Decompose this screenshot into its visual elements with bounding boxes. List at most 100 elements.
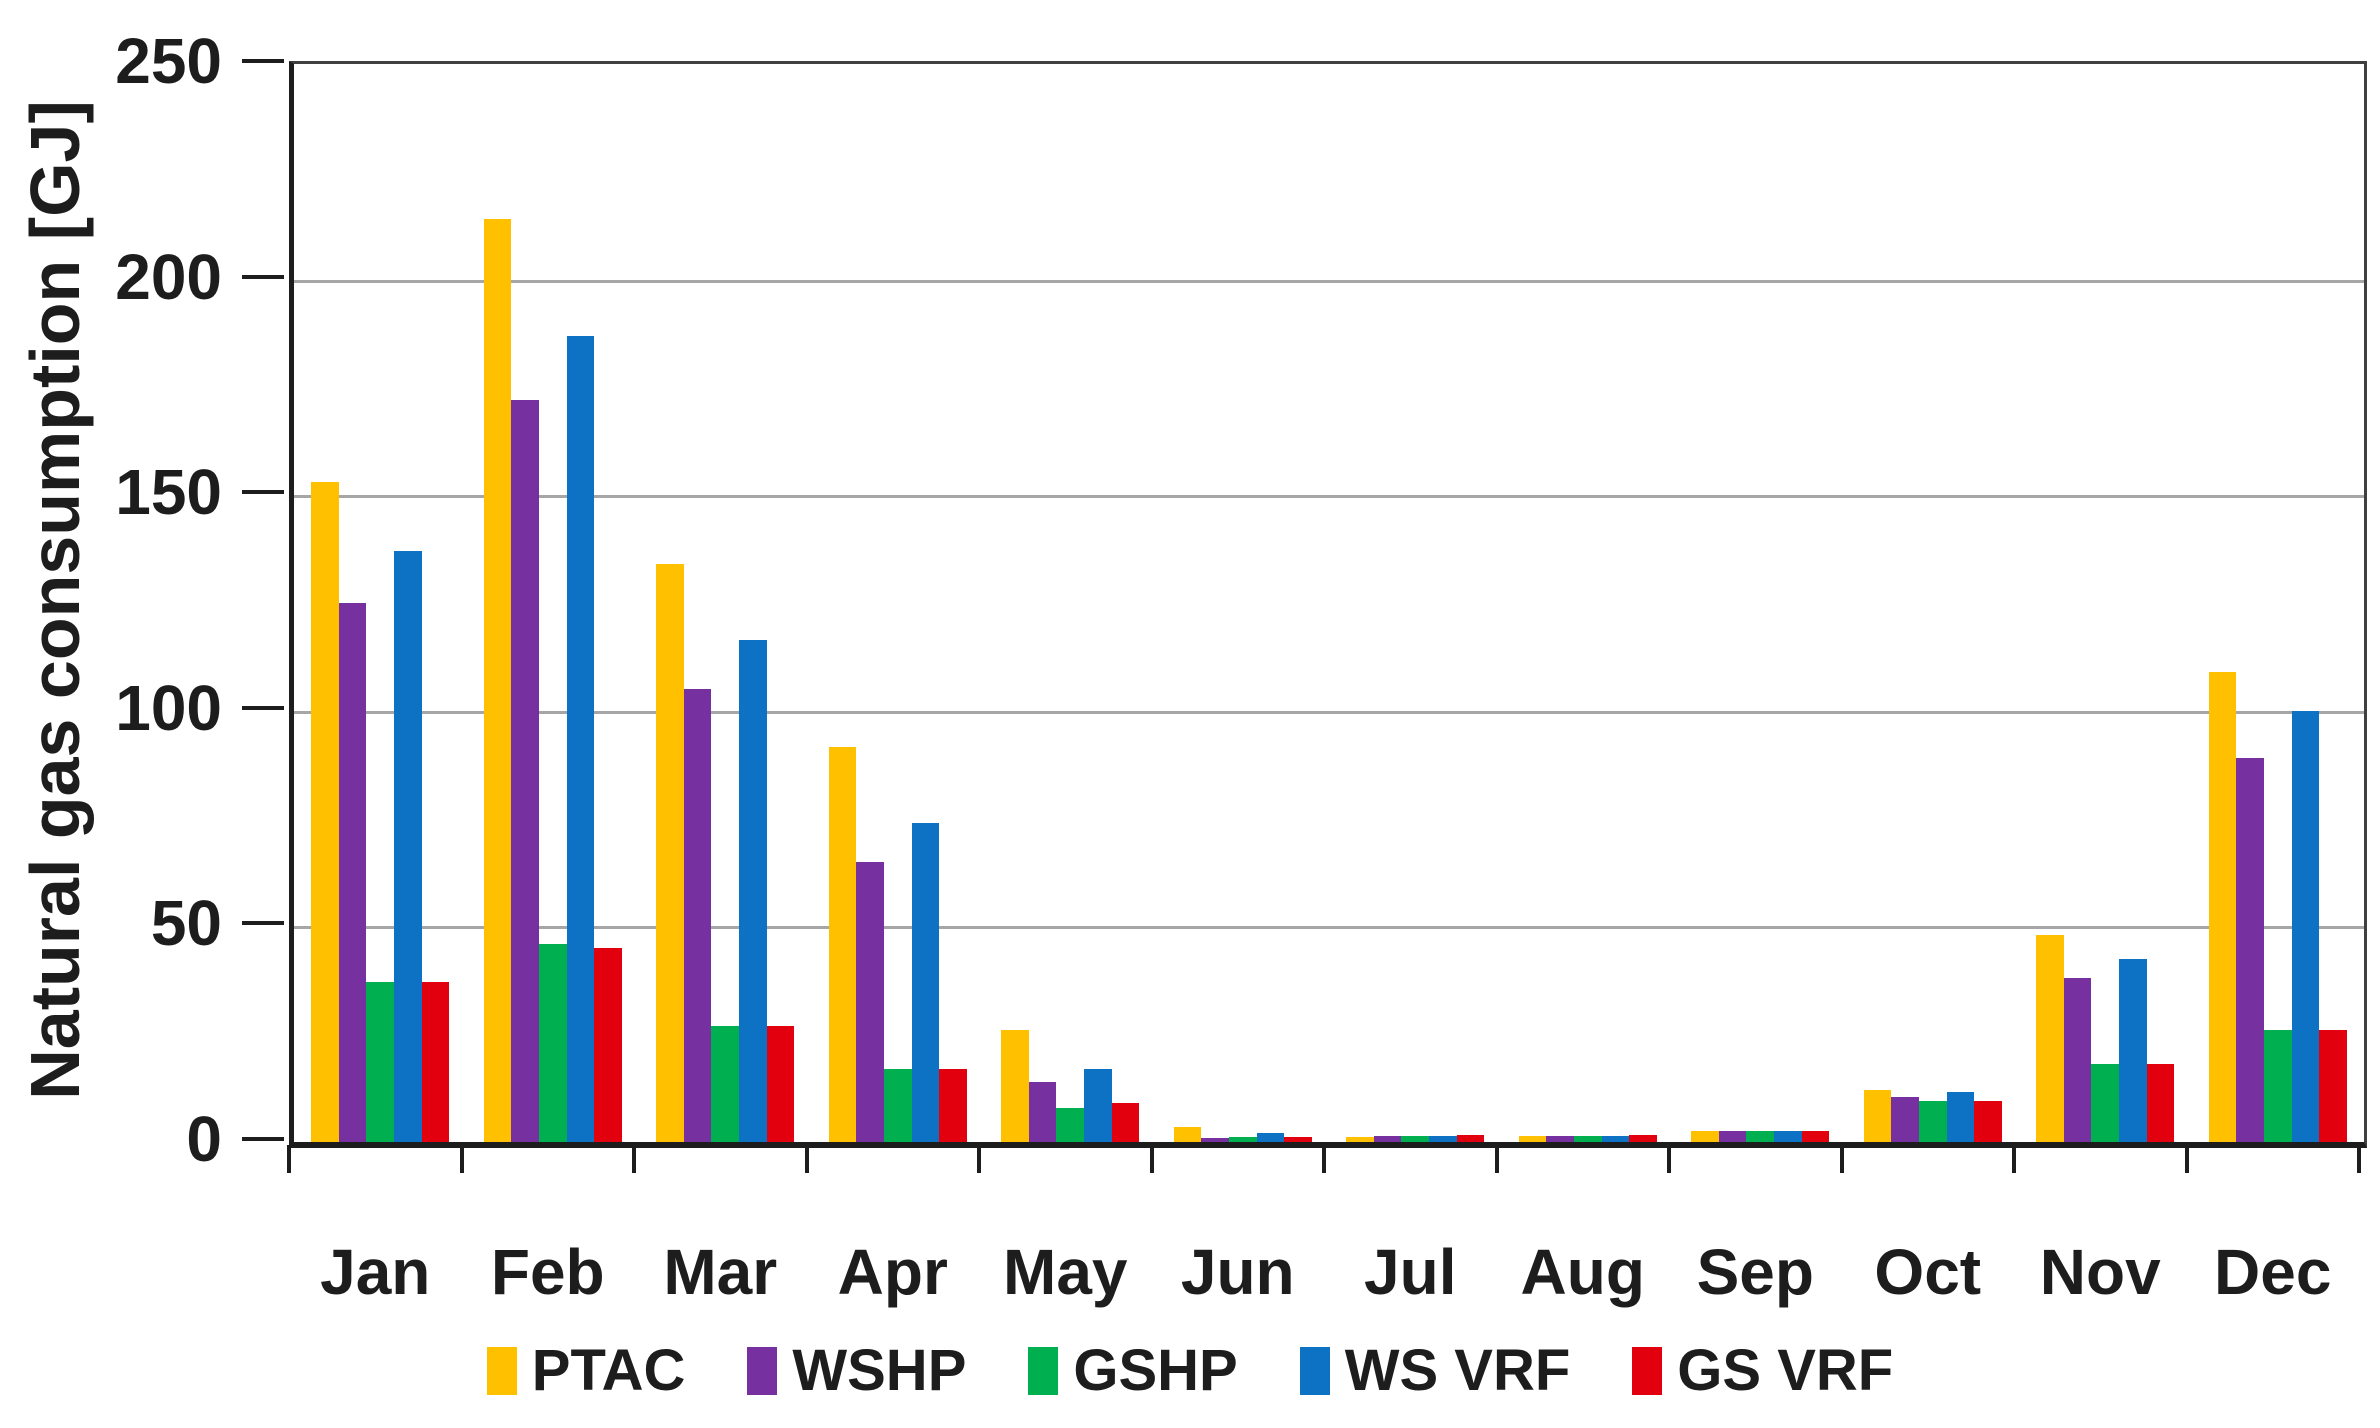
- bar-gshp-jul: [1401, 1136, 1430, 1142]
- bar-ws-vrf-jun: [1256, 1132, 1285, 1142]
- legend-item-ptac: PTAC: [486, 1338, 686, 1403]
- gridline-150: [294, 495, 2364, 499]
- y-tick-mark: [242, 490, 284, 495]
- bar-gs-vrf-feb: [594, 947, 622, 1142]
- bar-ptac-feb: [483, 219, 512, 1142]
- x-tick-mark: [2184, 1145, 2189, 1173]
- bar-group-dec: [2192, 64, 2365, 1142]
- y-tick-mark: [242, 59, 284, 63]
- legend-swatch-wshp: [747, 1347, 778, 1395]
- x-tick-mark: [2357, 1145, 2361, 1173]
- bar-ws-vrf-jul: [1429, 1135, 1457, 1142]
- bar-gshp-sep: [1746, 1131, 1775, 1142]
- bar-ptac-mar: [656, 564, 684, 1142]
- bar-ptac-may: [1001, 1029, 1029, 1142]
- legend-label-ptac: PTAC: [531, 1338, 686, 1403]
- legend-item-wshp: WSHP: [747, 1342, 966, 1400]
- bar-wshp-apr: [856, 861, 884, 1142]
- legend-swatch-ws-vrf: [1299, 1347, 1330, 1395]
- bar-group-nov: [2019, 64, 2192, 1142]
- bar-group-jul: [1329, 64, 1502, 1142]
- legend-item-ws-vrf: WS VRF: [1299, 1338, 1571, 1403]
- bar-gs-vrf-mar: [766, 1025, 795, 1142]
- y-tick-label-250: 250: [115, 25, 222, 97]
- x-tick-label-nov: Nov: [2039, 1236, 2161, 1308]
- legend-label-gshp: GSHP: [1073, 1338, 1238, 1403]
- y-tick-mark: [242, 705, 284, 710]
- bar-group-aug: [1502, 64, 1675, 1142]
- bar-gshp-apr: [883, 1068, 912, 1142]
- bar-ptac-nov: [2036, 935, 2064, 1142]
- legend-swatch-gs-vrf: [1632, 1347, 1663, 1395]
- bar-groups: [294, 64, 2364, 1142]
- bar-ptac-jul: [1346, 1136, 1374, 1142]
- bar-ws-vrf-nov: [2119, 958, 2147, 1142]
- legend-item-gs-vrf: GS VRF: [1632, 1342, 1893, 1400]
- bar-group-jan: [294, 64, 467, 1142]
- gridline-100: [294, 710, 2364, 714]
- bar-gs-vrf-aug: [1629, 1135, 1657, 1142]
- bar-group-jun: [1157, 64, 1330, 1142]
- x-tick-mark: [287, 1145, 291, 1173]
- bar-gshp-oct: [1918, 1101, 1947, 1142]
- y-tick-label-50: 50: [150, 887, 222, 960]
- legend-swatch-gshp: [1028, 1347, 1059, 1395]
- x-tick-mark: [1322, 1145, 1326, 1173]
- bar-ptac-sep: [1691, 1131, 1719, 1142]
- bar-gs-vrf-jan: [421, 982, 450, 1142]
- x-tick-mark: [1667, 1145, 1671, 1173]
- x-tick-mark: [804, 1145, 809, 1173]
- bar-wshp-jun: [1201, 1137, 1229, 1142]
- bar-gs-vrf-may: [1111, 1103, 1140, 1142]
- legend-swatch-ptac: [486, 1347, 517, 1395]
- y-tick-label-200: 200: [115, 240, 222, 313]
- x-tick-label-aug: Aug: [1520, 1236, 1645, 1308]
- x-axis-labels: Jan Feb Mar Apr May Jun Jul Aug Sep Oct Nov Dec: [289, 1240, 2359, 1304]
- y-tick-label-150: 150: [115, 456, 222, 529]
- bar-ptac-oct: [1863, 1090, 1892, 1142]
- x-tick-label-jan: Jan: [320, 1236, 431, 1308]
- bar-ws-vrf-apr: [911, 822, 940, 1142]
- bar-wshp-mar: [683, 689, 712, 1142]
- bar-wshp-sep: [1718, 1131, 1747, 1142]
- plot-area: [289, 61, 2367, 1148]
- x-tick-label-apr: Apr: [837, 1236, 948, 1308]
- bar-gs-vrf-oct: [1974, 1101, 2002, 1142]
- bar-ptac-jun: [1173, 1126, 1202, 1142]
- y-tick-label-100: 100: [115, 671, 222, 744]
- legend-label-gs-vrf: GS VRF: [1677, 1338, 1894, 1403]
- x-tick-label-oct: Oct: [1874, 1236, 1982, 1308]
- legend-label-ws-vrf: WS VRF: [1344, 1338, 1571, 1403]
- bar-ws-vrf-may: [1084, 1068, 1112, 1142]
- x-tick-mark: [632, 1145, 636, 1173]
- bar-ws-vrf-sep: [1774, 1131, 1802, 1142]
- legend: PTAC WSHP GSHP WS VRF GS VRF: [0, 1336, 2380, 1406]
- y-tick-mark: [242, 921, 284, 926]
- legend-item-gshp: GSHP: [1028, 1338, 1238, 1403]
- bar-gshp-dec: [2263, 1029, 2292, 1142]
- gridline-50: [294, 926, 2364, 930]
- bar-ws-vrf-aug: [1601, 1136, 1630, 1142]
- bar-ws-vrf-oct: [1946, 1092, 1975, 1142]
- x-tick-label-jun: Jun: [1180, 1236, 1295, 1308]
- y-tick-label-0: 0: [186, 1103, 222, 1175]
- bar-ptac-dec: [2208, 672, 2237, 1142]
- bar-wshp-dec: [2236, 758, 2264, 1142]
- bar-gshp-mar: [711, 1025, 740, 1142]
- x-tick-label-sep: Sep: [1696, 1236, 1814, 1308]
- x-tick-label-mar: Mar: [663, 1236, 778, 1308]
- bar-wshp-feb: [511, 400, 539, 1142]
- x-tick-mark: [977, 1145, 981, 1173]
- bar-gs-vrf-sep: [1801, 1130, 1830, 1142]
- bar-gs-vrf-jun: [1284, 1136, 1312, 1142]
- bar-gshp-may: [1056, 1107, 1085, 1142]
- bar-gshp-feb: [538, 943, 567, 1142]
- bar-ptac-apr: [828, 747, 857, 1142]
- bar-gs-vrf-jul: [1456, 1134, 1485, 1142]
- bar-ws-vrf-dec: [2291, 710, 2320, 1142]
- x-tick-mark: [1149, 1145, 1154, 1173]
- bar-group-oct: [1847, 64, 2020, 1142]
- bar-wshp-aug: [1546, 1136, 1574, 1142]
- bar-gshp-nov: [2091, 1064, 2120, 1142]
- bar-gs-vrf-dec: [2319, 1029, 2347, 1142]
